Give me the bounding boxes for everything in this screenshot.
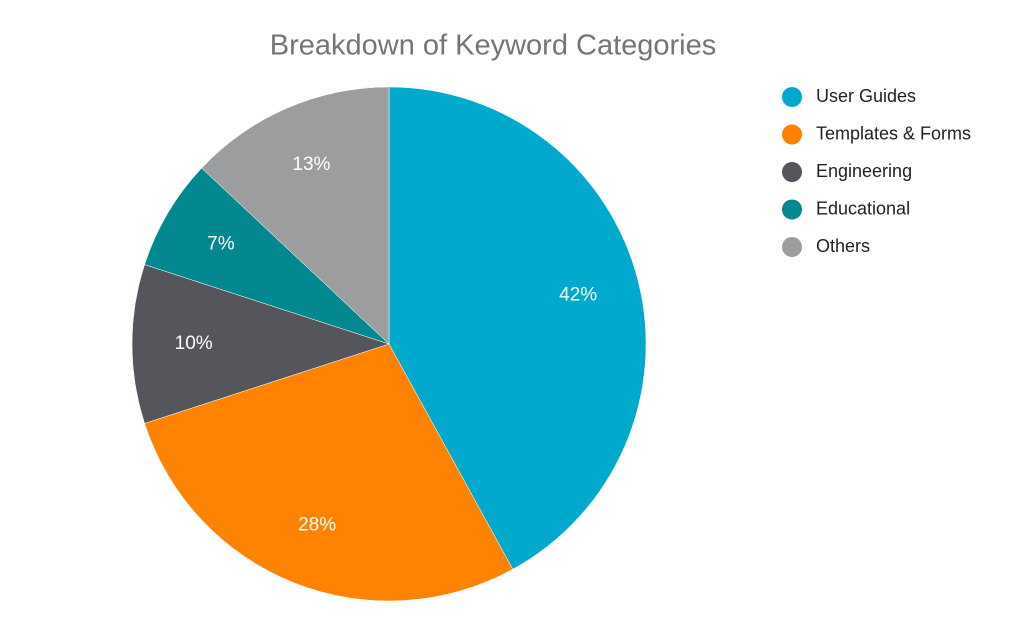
legend-text: Others bbox=[816, 236, 870, 256]
legend-marker bbox=[782, 124, 802, 145]
pie-slice bbox=[388, 86, 647, 570]
legend-text: Templates & Forms bbox=[816, 123, 971, 143]
pie-slice bbox=[144, 167, 390, 345]
legend-marker bbox=[782, 199, 802, 220]
chart-title: Breakdown of Keyword Categories bbox=[270, 30, 717, 62]
value-label: 13% bbox=[292, 154, 330, 175]
legend-marker bbox=[782, 162, 802, 182]
value-label: 28% bbox=[298, 515, 336, 536]
legend-text: Educational bbox=[816, 198, 910, 218]
value-label: 7% bbox=[207, 234, 235, 255]
pie-slice bbox=[144, 343, 514, 602]
pie-slice bbox=[201, 86, 390, 345]
legend-text: Engineering bbox=[816, 161, 912, 181]
legend-marker bbox=[782, 237, 802, 257]
pie-slice bbox=[131, 264, 390, 424]
value-label: 10% bbox=[175, 333, 213, 354]
legend-text: User Guides bbox=[816, 86, 916, 106]
legend-marker bbox=[782, 87, 802, 107]
value-label: 42% bbox=[559, 284, 597, 305]
